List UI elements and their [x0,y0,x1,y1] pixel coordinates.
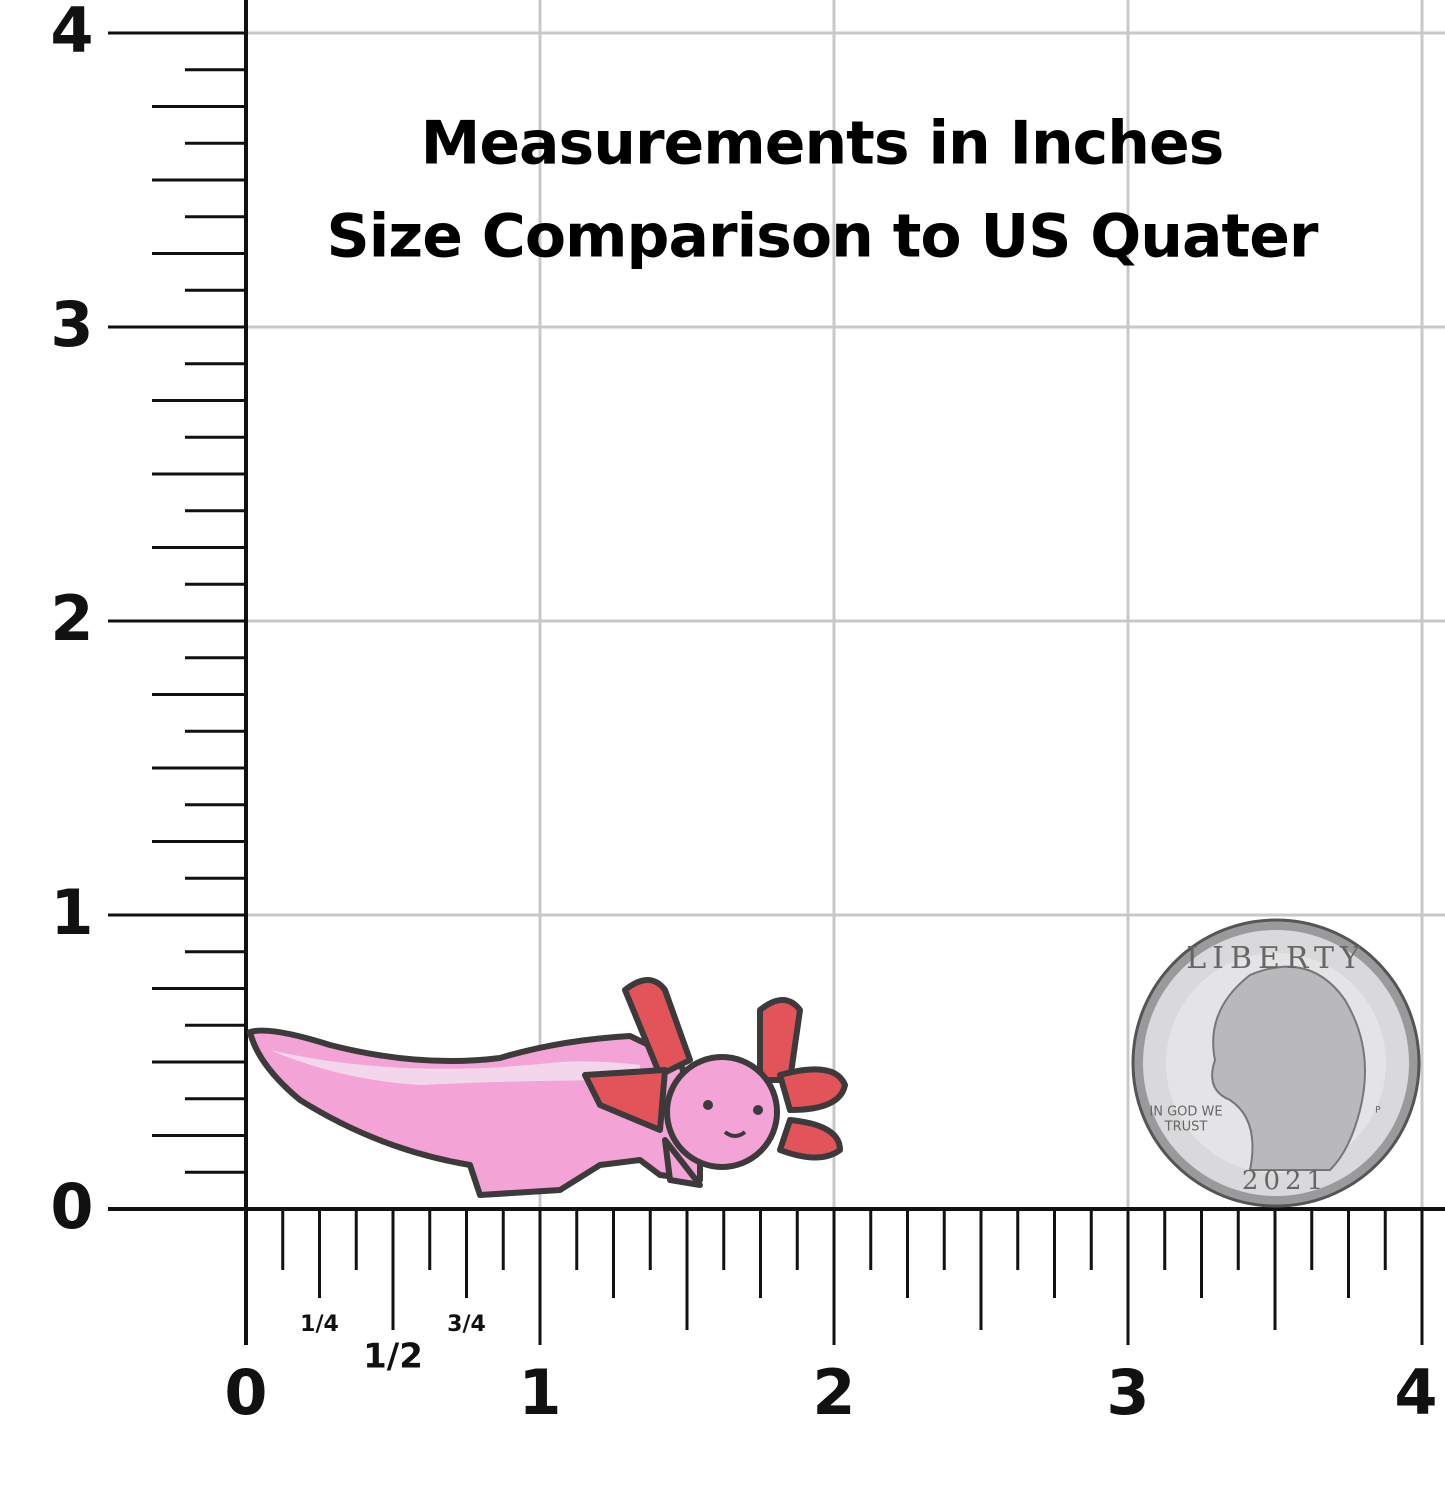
axolotl-pin [247,977,848,1198]
ruler: 0 1 2 3 4 0 1 2 3 4 1/4 1/2 3/4 [50,0,1445,1429]
x-ruler-label: 3 [1106,1356,1149,1429]
grid [246,0,1445,1209]
y-ruler-label: 3 [50,288,93,361]
coin-text: P [1375,1106,1381,1116]
coin-text: IN GOD WE [1149,1105,1222,1120]
x-ruler-label: 4 [1394,1356,1437,1429]
coin-text: TRUST [1164,1120,1208,1135]
x-ruler-label: 0 [224,1356,267,1429]
us-quarter: LIBERTY IN GOD WE TRUST 2021 P [1131,918,1421,1208]
fraction-label: 1/2 [363,1337,423,1377]
y-ruler-label: 1 [50,876,93,949]
x-ruler-label: 1 [518,1356,561,1429]
y-ruler-label: 2 [50,582,93,655]
fraction-label: 1/4 [300,1312,339,1337]
x-ruler-label: 2 [812,1356,855,1429]
y-ruler-label: 0 [50,1170,93,1243]
title-line: Measurements in Inches [421,109,1224,179]
coin-text: 2021 [1242,1166,1328,1196]
y-ruler-label: 4 [50,0,93,67]
coin-text: LIBERTY [1186,941,1366,976]
title-line: Size Comparison to US Quater [327,202,1319,272]
fraction-label: 3/4 [447,1312,486,1337]
